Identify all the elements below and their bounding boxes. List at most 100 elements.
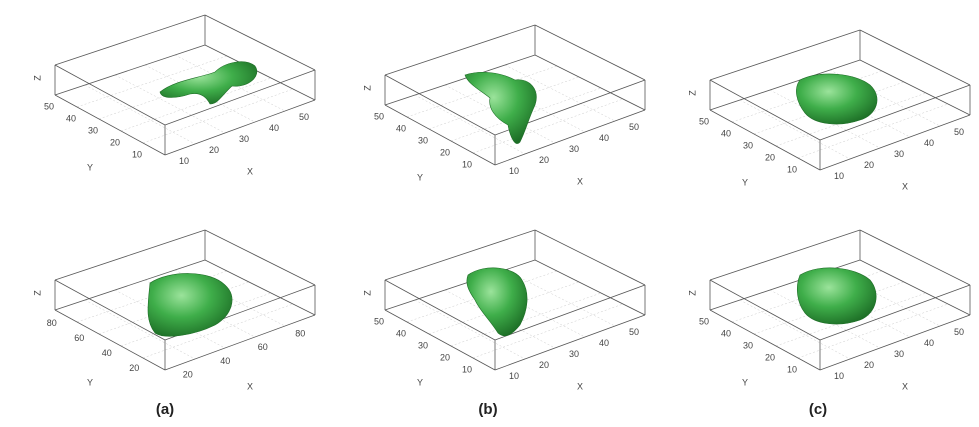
- x-tick-label: 30: [239, 134, 249, 144]
- caption: (a): [156, 401, 174, 418]
- y-axis-label: Y: [417, 377, 423, 387]
- isosurface: [796, 74, 877, 124]
- x-tick-label: 50: [629, 327, 639, 337]
- x-tick-label: 20: [864, 160, 874, 170]
- y-tick-label: 50: [374, 111, 384, 121]
- y-tick-label: 20: [765, 152, 775, 162]
- caption: (b): [478, 401, 497, 418]
- x-tick-label: 30: [894, 149, 904, 159]
- x-tick-label: 40: [220, 356, 230, 366]
- x-axis-label: X: [247, 166, 253, 176]
- panel: 50 40 30 20 10 10 20 30 40 50 Y X Z: [687, 230, 970, 391]
- x-tick-label: 10: [509, 371, 519, 381]
- x-tick-label: 20: [864, 360, 874, 370]
- x-tick-label: 20: [183, 370, 193, 380]
- x-tick-label: 40: [269, 123, 279, 133]
- y-tick-label: 20: [440, 147, 450, 157]
- y-axis-label: Y: [417, 172, 423, 182]
- figure: (a) (b) (c) 50 40 30 20 10 10 20 30 40 50 Y X Z 50 40 3…: [0, 0, 979, 427]
- y-tick-label: 40: [102, 348, 112, 358]
- box-edge: [165, 100, 315, 155]
- x-tick-label: 10: [179, 156, 189, 166]
- y-axis-label: Y: [742, 177, 748, 187]
- y-tick-label: 10: [132, 149, 142, 159]
- box-edge: [860, 260, 970, 315]
- x-tick-label: 80: [295, 328, 305, 338]
- box-edge: [55, 15, 205, 65]
- panel: 50403020101020304050YXZ: [362, 25, 645, 186]
- x-tick-label: 30: [894, 349, 904, 359]
- x-tick-label: 50: [629, 122, 639, 132]
- y-tick-label: 30: [743, 340, 753, 350]
- isosurface: [797, 268, 876, 324]
- y-tick-label: 30: [418, 135, 428, 145]
- x-tick-label: 10: [834, 371, 844, 381]
- caption: (c): [809, 401, 827, 418]
- y-tick-label: 10: [462, 159, 472, 169]
- y-tick-label: 20: [765, 352, 775, 362]
- y-axis-label: Y: [87, 377, 93, 387]
- box-edge: [55, 230, 205, 280]
- box-edge: [55, 310, 165, 370]
- x-tick-label: 40: [924, 338, 934, 348]
- box-edge: [860, 60, 970, 115]
- x-tick-label: 20: [539, 155, 549, 165]
- y-tick-label: 10: [462, 364, 472, 374]
- y-tick-label: 50: [699, 316, 709, 326]
- y-tick-label: 20: [440, 352, 450, 362]
- y-tick-label: 50: [374, 316, 384, 326]
- z-axis-label: Z: [362, 290, 372, 296]
- y-tick-label: 30: [418, 340, 428, 350]
- y-tick-label: 60: [74, 333, 84, 343]
- y-tick-label: 30: [88, 125, 98, 135]
- x-axis-label: X: [247, 381, 253, 391]
- box-edge: [205, 15, 315, 70]
- x-tick-label: 10: [509, 166, 519, 176]
- z-axis-label: Z: [687, 90, 697, 96]
- isosurface: [148, 273, 232, 336]
- y-tick-label: 80: [47, 318, 57, 328]
- x-tick-label: 30: [569, 349, 579, 359]
- box-edge: [535, 55, 645, 110]
- box-edge: [535, 230, 645, 285]
- z-axis-label: Z: [32, 290, 42, 296]
- panel: 80 60 40 20 20 40 60 80 Y X Z: [32, 230, 315, 391]
- x-tick-label: 40: [924, 138, 934, 148]
- y-tick-label: 50: [699, 116, 709, 126]
- y-tick-label: 30: [743, 140, 753, 150]
- box-edge: [860, 30, 970, 85]
- y-axis-label: Y: [87, 162, 93, 172]
- x-axis-label: X: [902, 181, 908, 191]
- y-tick-label: 10: [787, 364, 797, 374]
- x-axis-label: X: [577, 176, 583, 186]
- z-axis-label: Z: [32, 75, 42, 81]
- y-tick-label: 10: [787, 164, 797, 174]
- y-tick-label: 40: [396, 123, 406, 133]
- y-axis-label: Y: [742, 377, 748, 387]
- y-tick-label: 40: [721, 328, 731, 338]
- x-tick-label: 20: [539, 360, 549, 370]
- box-edge: [385, 25, 535, 75]
- panel: 50 40 30 20 10 10 20 30 40 50 Y X Z: [687, 30, 970, 191]
- x-tick-label: 50: [954, 327, 964, 337]
- y-tick-label: 40: [721, 128, 731, 138]
- x-tick-label: 60: [258, 342, 268, 352]
- x-tick-label: 50: [954, 127, 964, 137]
- y-tick-label: 20: [129, 363, 139, 373]
- isosurface: [467, 268, 527, 336]
- z-axis-label: Z: [362, 85, 372, 91]
- box-edge: [535, 260, 645, 315]
- box-edge: [860, 230, 970, 285]
- x-axis-label: X: [902, 381, 908, 391]
- box-edge: [710, 30, 860, 80]
- y-tick-label: 40: [396, 328, 406, 338]
- z-axis-label: Z: [687, 290, 697, 296]
- x-tick-label: 10: [834, 171, 844, 181]
- y-tick-label: 20: [110, 137, 120, 147]
- box-edge: [205, 230, 315, 285]
- isosurface: [160, 62, 257, 104]
- x-tick-label: 30: [569, 144, 579, 154]
- y-tick-label: 50: [44, 101, 54, 111]
